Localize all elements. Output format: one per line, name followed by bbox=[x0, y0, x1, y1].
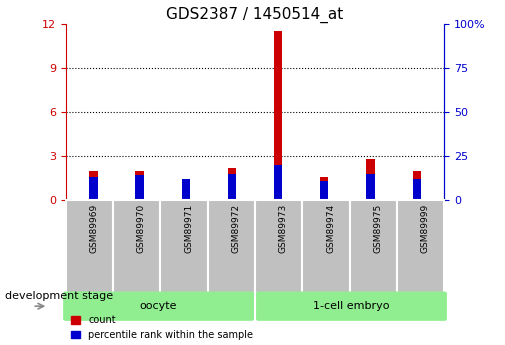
Text: GSM89974: GSM89974 bbox=[326, 204, 335, 253]
Bar bbox=[366, 159, 375, 200]
Text: GSM89970: GSM89970 bbox=[137, 204, 145, 253]
Bar bbox=[182, 179, 190, 200]
Bar bbox=[320, 181, 328, 200]
Bar bbox=[274, 165, 282, 200]
Bar bbox=[228, 174, 236, 200]
Text: GSM89971: GSM89971 bbox=[184, 204, 193, 253]
Bar bbox=[135, 176, 144, 200]
Bar bbox=[366, 174, 375, 200]
Bar bbox=[182, 181, 190, 200]
Bar bbox=[89, 171, 97, 200]
Bar bbox=[320, 177, 328, 200]
Text: GSM89969: GSM89969 bbox=[89, 204, 98, 253]
Title: GDS2387 / 1450514_at: GDS2387 / 1450514_at bbox=[167, 7, 343, 23]
Text: GSM89972: GSM89972 bbox=[231, 204, 240, 253]
Bar bbox=[135, 171, 144, 200]
Legend: count, percentile rank within the sample: count, percentile rank within the sample bbox=[71, 315, 253, 340]
Text: oocyte: oocyte bbox=[140, 301, 177, 311]
Text: development stage: development stage bbox=[5, 291, 113, 301]
Text: GSM89973: GSM89973 bbox=[279, 204, 288, 253]
Bar bbox=[274, 31, 282, 200]
Text: GSM89999: GSM89999 bbox=[421, 204, 430, 253]
Text: 1-cell embryo: 1-cell embryo bbox=[313, 301, 390, 311]
Bar bbox=[228, 168, 236, 200]
Text: GSM89975: GSM89975 bbox=[373, 204, 382, 253]
Bar bbox=[89, 177, 97, 200]
Bar bbox=[413, 171, 421, 200]
Bar bbox=[413, 179, 421, 200]
